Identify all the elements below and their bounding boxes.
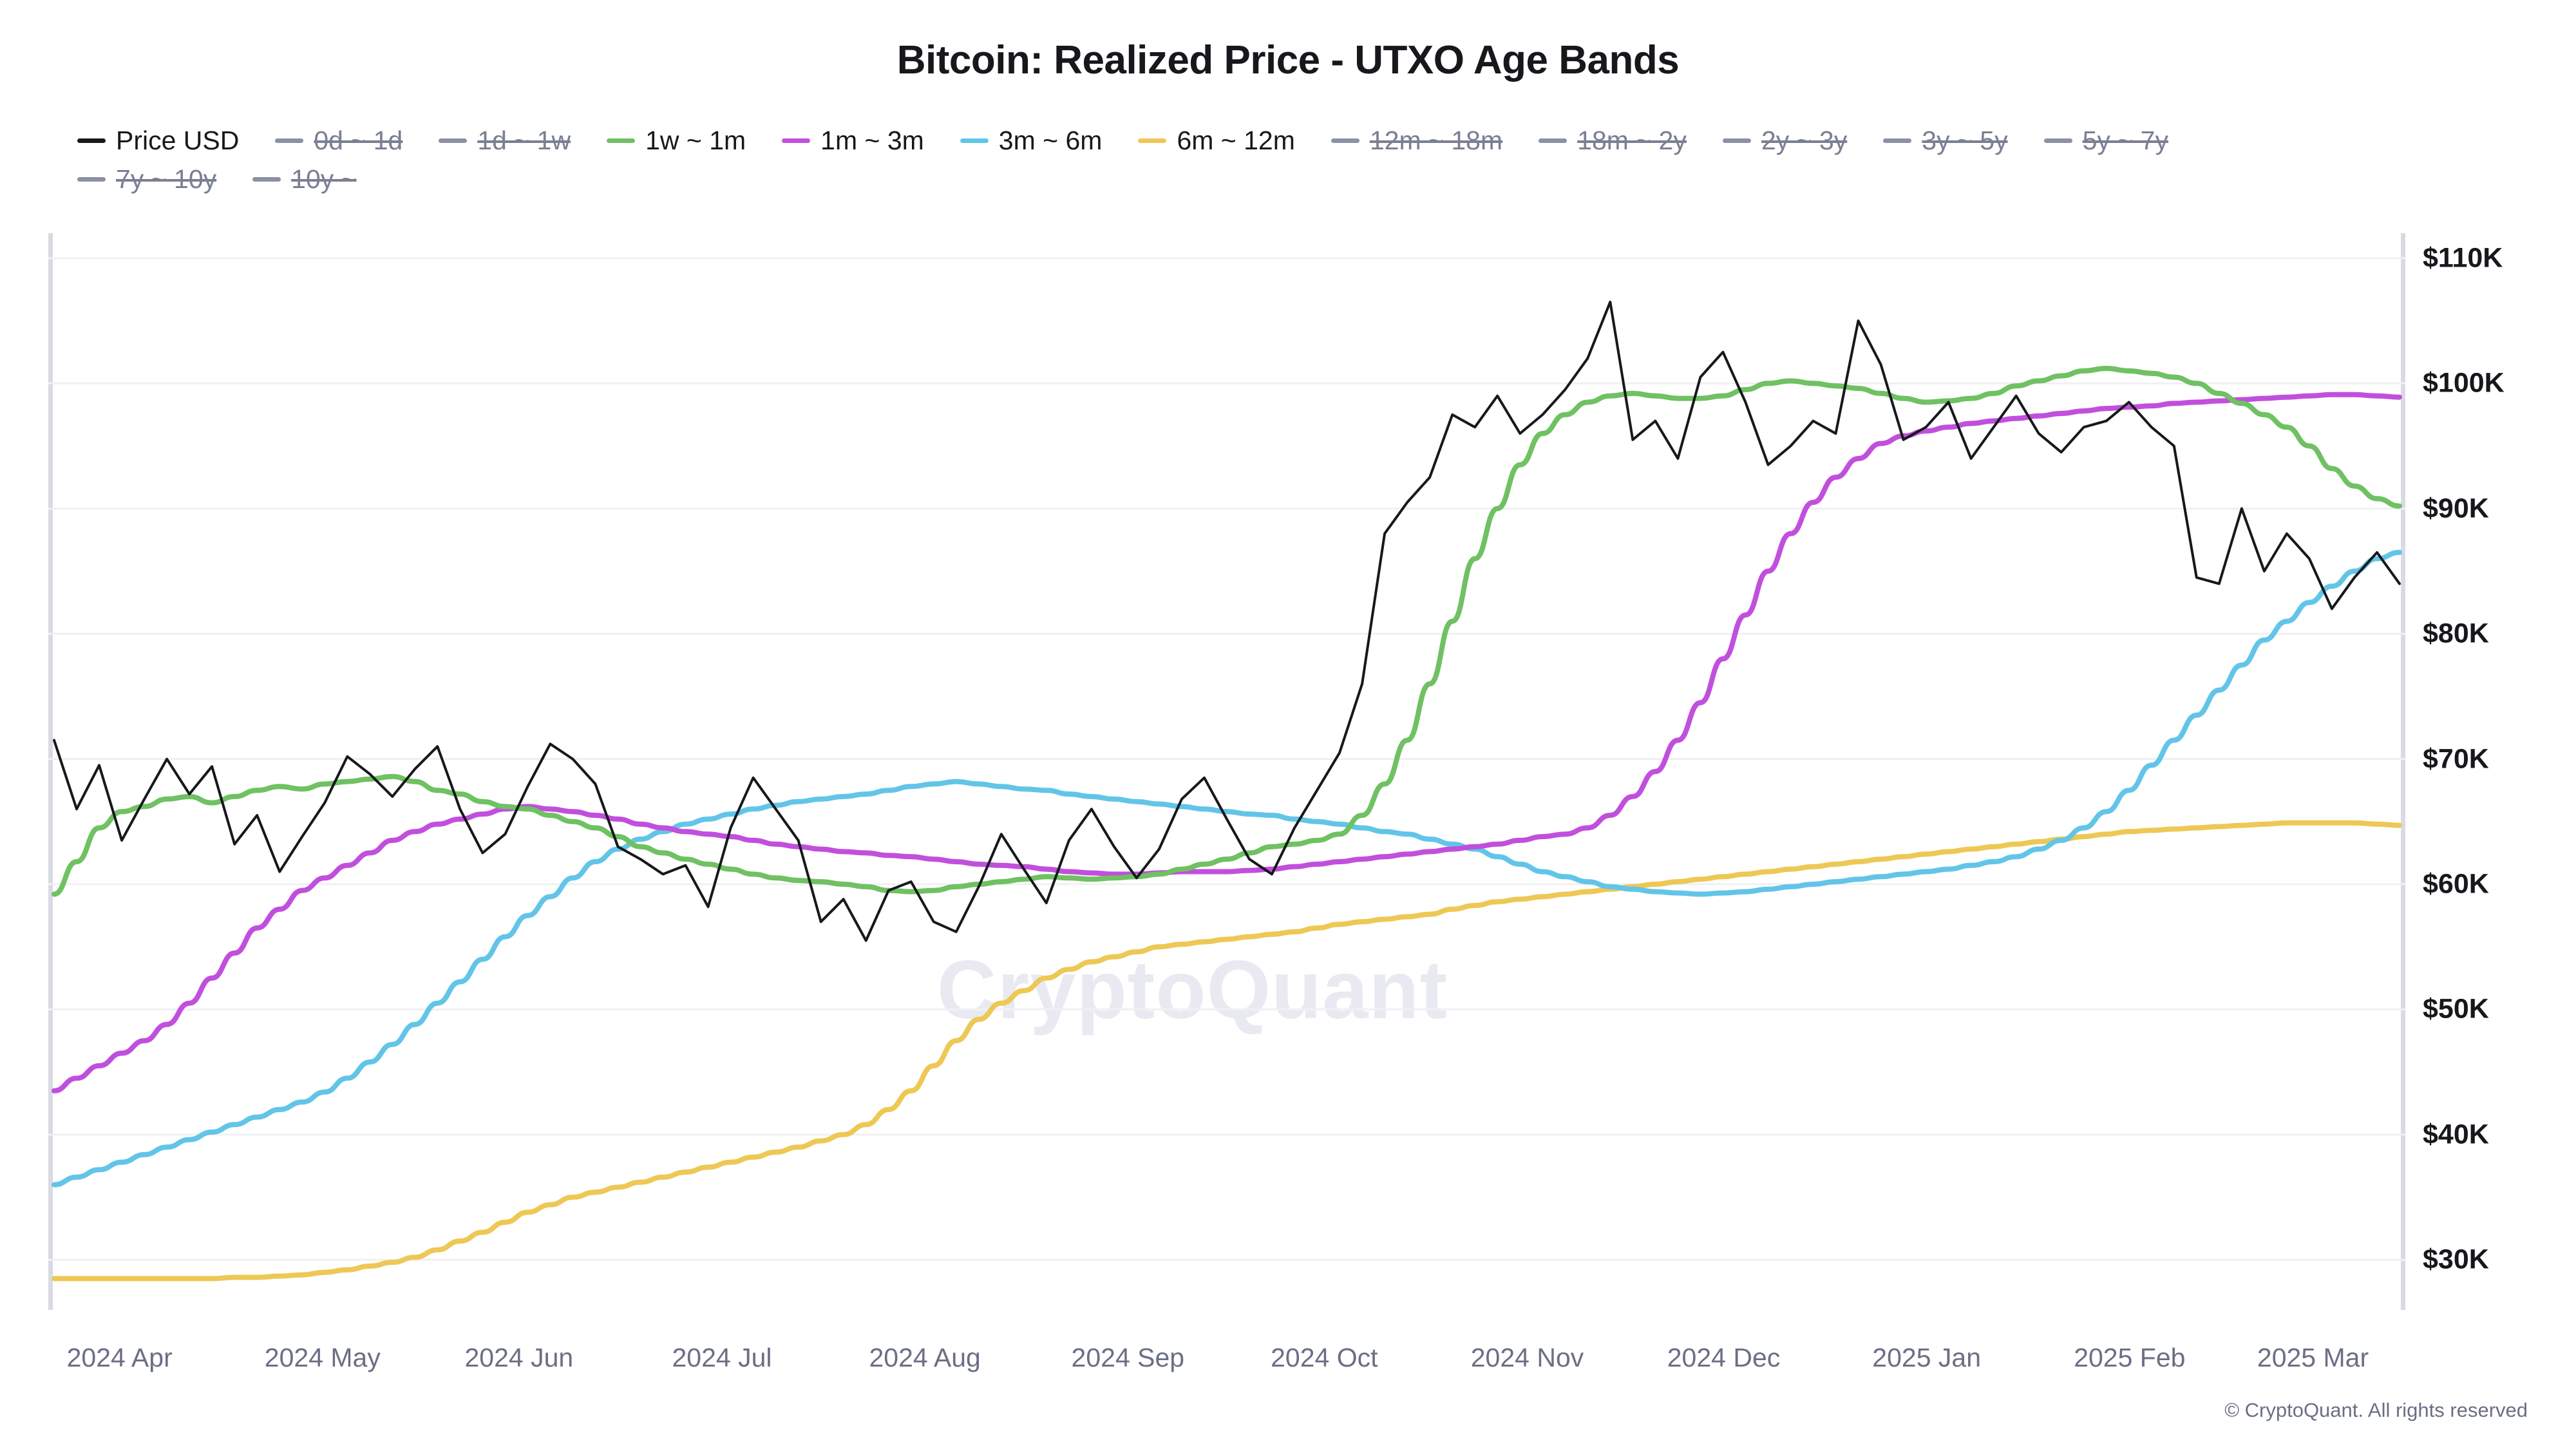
legend-swatch-icon — [1539, 138, 1567, 143]
legend-item-1m-3m[interactable]: 1m ~ 3m — [782, 125, 924, 155]
legend-item-0d-1d[interactable]: 0d ~ 1d — [275, 125, 403, 155]
legend-item-5y-7y[interactable]: 5y ~ 7y — [2043, 125, 2168, 155]
legend-swatch-icon — [2043, 138, 2072, 143]
page-title: Bitcoin: Realized Price - UTXO Age Bands — [896, 38, 1680, 82]
legend-item-7y-10y[interactable]: 7y ~ 10y — [77, 166, 216, 193]
legend-item-label: 1w ~ 1m — [645, 125, 746, 155]
legend-item-label: 0d ~ 1d — [314, 125, 403, 155]
legend-item-label: 3y ~ 5y — [1922, 125, 2008, 155]
legend-item-label: 5y ~ 7y — [2082, 125, 2168, 155]
legend-item-label: 7y ~ 10y — [116, 164, 217, 194]
chart-legend: Price USD 0d ~ 1d 1d ~ 1w 1w ~ 1m 1m ~ 3m 3m … — [77, 121, 2499, 198]
x-axis-tick-label: 2025 Jan — [1872, 1343, 1982, 1372]
x-axis-tick-label: 2024 Sep — [1071, 1343, 1185, 1372]
x-axis-tick-label: 2024 Oct — [1271, 1343, 1378, 1372]
legend-item-1w-1m[interactable]: 1w ~ 1m — [607, 125, 746, 155]
x-axis-tick-label: 2024 Jun — [464, 1343, 574, 1372]
legend-item-label: 3m ~ 6m — [998, 125, 1103, 155]
series-line-3m-6m — [52, 549, 2402, 1188]
legend-item-label: 2y ~ 3y — [1761, 125, 1848, 155]
legend-item-6m-12m[interactable]: 6m ~ 12m — [1138, 125, 1295, 155]
legend-swatch-icon — [439, 138, 468, 143]
y-axis-tick-label: $60K — [2423, 868, 2489, 900]
series-line-1w-1m — [52, 366, 2402, 897]
x-axis-tick-label: 2024 Apr — [66, 1343, 173, 1372]
legend-item-label: Price USD — [116, 125, 240, 155]
legend-row: Price USD 0d ~ 1d 1d ~ 1w 1w ~ 1m 1m ~ 3m 3m … — [77, 121, 2499, 160]
legend-item-price-usd[interactable]: Price USD — [77, 125, 240, 155]
legend-item-10y[interactable]: 10y ~ — [252, 164, 357, 194]
legend-item-1d-1w[interactable]: 1d ~ 1w — [439, 125, 571, 155]
legend-item-18m-2y[interactable]: 18m ~ 2y — [1539, 125, 1687, 155]
legend-item-label: 10y ~ — [291, 164, 357, 194]
legend-item-2y-3y[interactable]: 2y ~ 3y — [1722, 125, 1848, 155]
chart-svg — [48, 257, 2405, 1282]
series-line-price-usd — [53, 300, 2401, 942]
y-axis-tick-label: $50K — [2423, 993, 2489, 1025]
legend-swatch-icon — [252, 176, 281, 182]
legend-item-label: 18m ~ 2y — [1577, 125, 1687, 155]
legend-item-3m-6m[interactable]: 3m ~ 6m — [960, 125, 1103, 155]
x-axis-tick-label: 2024 Nov — [1470, 1343, 1584, 1372]
y-axis-tick-label: $80K — [2423, 618, 2489, 649]
y-axis-tick-label: $110K — [2423, 242, 2503, 274]
legend-swatch-icon — [275, 138, 304, 143]
series-line-6m-12m — [52, 820, 2402, 1282]
y-axis-tick-label: $40K — [2423, 1119, 2489, 1150]
copyright-notice: © CryptoQuant. All rights reserved — [2224, 1399, 2528, 1421]
y-axis-labels: $110K $100K $90K $80K $70K $60K $50K $40K $30K — [2423, 233, 2576, 1310]
legend-swatch-icon — [77, 138, 106, 143]
y-axis-tick-label: $90K — [2423, 493, 2489, 524]
legend-swatch-icon — [782, 138, 811, 143]
x-axis-tick-label: 2025 Mar — [2257, 1343, 2369, 1372]
legend-item-label: 1d ~ 1w — [477, 125, 571, 155]
legend-swatch-icon — [960, 138, 989, 143]
series-line-1m-3m — [52, 392, 2402, 1094]
y-axis-tick-label: $30K — [2423, 1244, 2489, 1275]
legend-swatch-icon — [1722, 138, 1751, 143]
y-axis-tick-label: $70K — [2423, 743, 2489, 775]
x-axis-tick-label: 2025 Feb — [2074, 1343, 2186, 1372]
legend-item-label: 12m ~ 18m — [1369, 125, 1503, 155]
legend-item-3y-5y[interactable]: 3y ~ 5y — [1883, 125, 2008, 155]
legend-swatch-icon — [77, 176, 106, 182]
y-axis-left-line — [48, 233, 53, 1310]
legend-swatch-icon — [1331, 138, 1359, 143]
legend-item-12m-18m[interactable]: 12m ~ 18m — [1331, 125, 1503, 155]
y-axis-tick-label: $100K — [2423, 367, 2505, 399]
x-axis-tick-label: 2024 Jul — [672, 1343, 772, 1372]
x-axis-tick-label: 2024 Aug — [869, 1343, 981, 1372]
legend-row: 7y ~ 10y 10y ~ — [77, 160, 2499, 198]
x-axis-tick-label: 2024 Dec — [1667, 1343, 1781, 1372]
legend-swatch-icon — [1138, 138, 1167, 143]
legend-item-label: 1m ~ 3m — [820, 125, 924, 155]
legend-swatch-icon — [1883, 138, 1912, 143]
legend-swatch-icon — [607, 138, 636, 143]
legend-item-label: 6m ~ 12m — [1177, 125, 1295, 155]
y-axis-right-line — [2401, 233, 2405, 1310]
plot-area: CryptoQuant — [48, 233, 2405, 1310]
x-axis-labels: 2024 Apr 2024 May 2024 Jun 2024 Jul 2024 Aug… — [48, 1343, 2405, 1381]
x-axis-tick-label: 2024 May — [264, 1343, 381, 1372]
